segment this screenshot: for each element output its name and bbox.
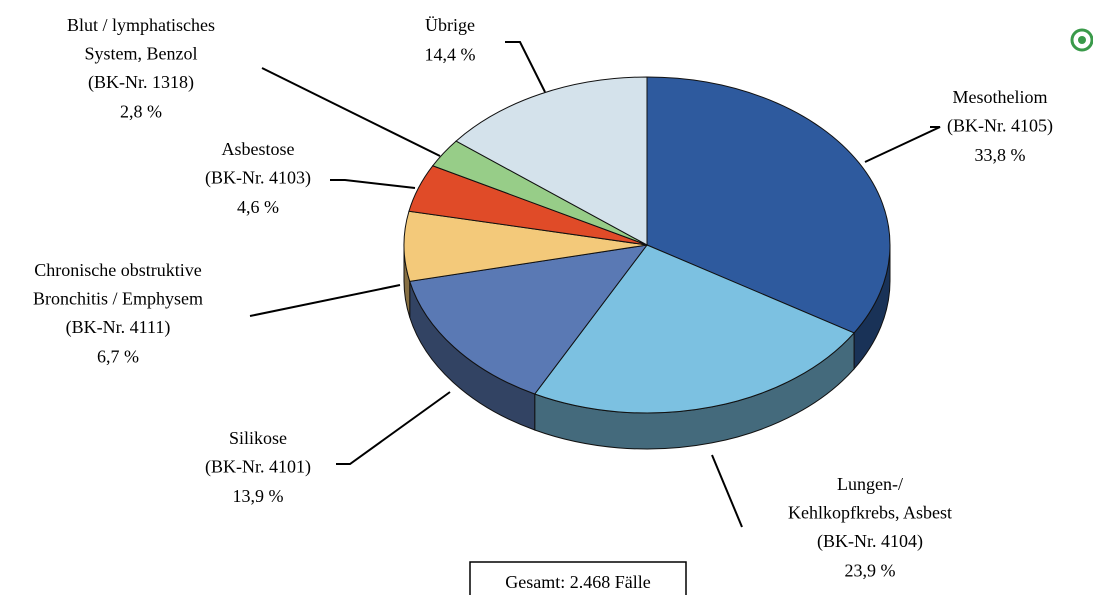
- leader-line: [505, 41, 546, 93]
- slice-label: Bronchitis / Emphysem: [33, 289, 203, 309]
- slice-label: Lungen-/: [837, 474, 903, 494]
- slice-label: (BK-Nr. 4103): [205, 168, 311, 189]
- slice: [533, 244, 855, 414]
- logo: [1070, 28, 1093, 52]
- slice: [455, 76, 648, 246]
- slice-label: (BK-Nr. 4101): [205, 457, 311, 478]
- slice-label: (BK-Nr. 1318): [88, 72, 194, 93]
- value-label: 23,9 %: [845, 561, 896, 581]
- value-label: 13,9 %: [233, 486, 284, 506]
- slice: [409, 244, 649, 395]
- value-label: 4,6 %: [237, 197, 279, 217]
- slice-label: Kehlkopfkrebs, Asbest: [788, 503, 952, 523]
- slice-label: (BK-Nr. 4105): [947, 116, 1053, 137]
- leader-line: [711, 454, 743, 528]
- value-label: 6,7 %: [97, 347, 139, 367]
- slice-label: Asbestose: [222, 139, 295, 159]
- leader-line: [864, 126, 941, 163]
- total-box: [469, 561, 687, 595]
- leader-line: [261, 67, 441, 157]
- leader-line: [336, 391, 451, 465]
- slice-label: (BK-Nr. 4111): [66, 317, 171, 338]
- slice-label: System, Benzol: [85, 44, 198, 64]
- leader-line: [249, 284, 401, 317]
- slice-label: Blut / lymphatisches: [67, 15, 215, 35]
- slice-label: Mesotheliom: [953, 87, 1048, 107]
- value-label: 33,8 %: [975, 145, 1026, 165]
- value-label: 2,8 %: [120, 102, 162, 122]
- slice-label: Silikose: [229, 428, 287, 448]
- slice-label: (BK-Nr. 4104): [817, 531, 923, 552]
- total-annotation: Gesamt: 2.468 Fälle: [505, 572, 650, 592]
- value-label: 14,4 %: [425, 45, 476, 65]
- slice-label: Übrige: [425, 15, 475, 35]
- slice: [646, 76, 891, 334]
- leader-line: [330, 179, 416, 189]
- slice-label: Chronische obstruktive: [34, 260, 201, 280]
